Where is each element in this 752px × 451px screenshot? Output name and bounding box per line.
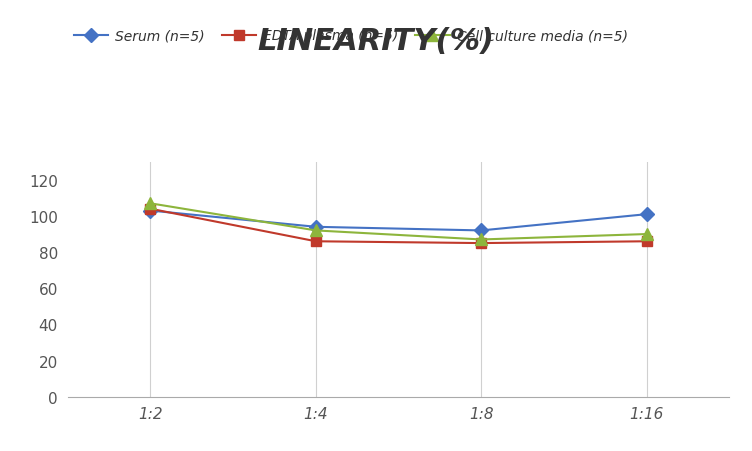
Serum (n=5) — [642, 212, 651, 217]
EDTA plasma (n=5) — [146, 207, 155, 212]
Serum (n=5) — [311, 225, 320, 230]
Line: EDTA plasma (n=5): EDTA plasma (n=5) — [146, 204, 651, 249]
EDTA plasma (n=5) — [311, 239, 320, 244]
Legend: Serum (n=5), EDTA plasma (n=5), Cell culture media (n=5): Serum (n=5), EDTA plasma (n=5), Cell cul… — [68, 24, 633, 49]
EDTA plasma (n=5) — [477, 241, 486, 246]
Serum (n=5) — [146, 208, 155, 214]
Cell culture media (n=5) — [146, 201, 155, 207]
Text: LINEARITY(%): LINEARITY(%) — [257, 27, 495, 56]
Line: Cell culture media (n=5): Cell culture media (n=5) — [145, 198, 652, 245]
Cell culture media (n=5) — [642, 232, 651, 237]
Line: Serum (n=5): Serum (n=5) — [146, 206, 651, 236]
Serum (n=5) — [477, 228, 486, 234]
Cell culture media (n=5) — [311, 228, 320, 234]
Cell culture media (n=5) — [477, 237, 486, 243]
EDTA plasma (n=5) — [642, 239, 651, 244]
